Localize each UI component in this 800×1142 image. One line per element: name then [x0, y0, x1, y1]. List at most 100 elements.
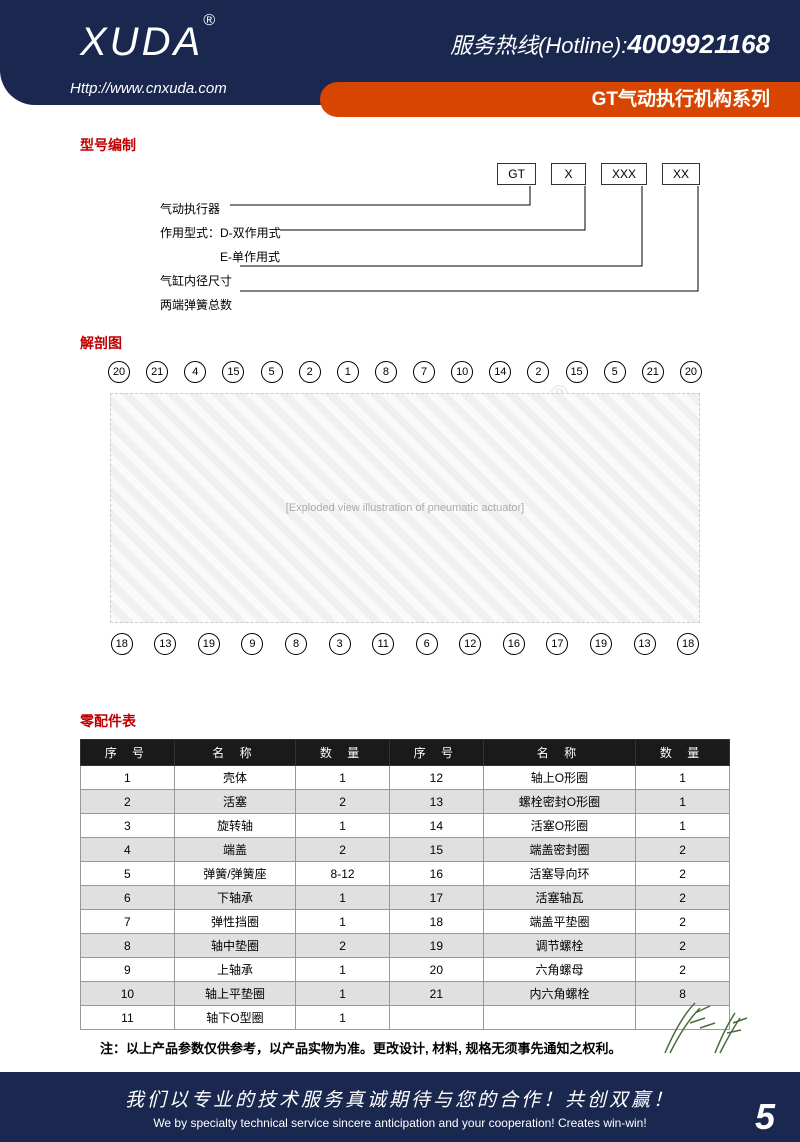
- main-content: 型号编制 GT X XXX XX 气动执行器 作用型式：D-双作用式 E-单作用…: [0, 135, 800, 1057]
- footer-text-cn: 我们以专业的技术服务真诚期待与您的合作！共创双赢！: [20, 1080, 780, 1112]
- table-cell: 活塞导向环: [483, 862, 635, 886]
- table-cell: 活塞轴瓦: [483, 886, 635, 910]
- callout-bubble: 8: [375, 361, 397, 383]
- callout-bubble: 12: [459, 633, 481, 655]
- callout-bubble: 9: [241, 633, 263, 655]
- callout-bubble: 2: [527, 361, 549, 383]
- page-footer: 我们以专业的技术服务真诚期待与您的合作！共创双赢！ We by specialt…: [0, 1072, 800, 1142]
- url-link[interactable]: www.cnxuda.com: [110, 80, 227, 97]
- table-cell: 13: [389, 790, 483, 814]
- table-cell: 15: [389, 838, 483, 862]
- logo-text: XUDA: [80, 20, 203, 64]
- table-cell: 弹簧/弹簧座: [174, 862, 295, 886]
- series-banner: GT气动执行机构系列: [320, 82, 800, 117]
- table-cell: 轴上O形圈: [483, 766, 635, 790]
- table-cell: 20: [389, 958, 483, 982]
- parts-table-body: 1壳体112轴上O形圈12活塞213螺栓密封O形圈13旋转轴114活塞O形圈14…: [81, 766, 730, 1030]
- callout-bubble: 5: [261, 361, 283, 383]
- code-boxes-row: GT X XXX XX: [497, 163, 700, 185]
- code-box: XXX: [601, 163, 647, 185]
- code-box: XX: [662, 163, 700, 185]
- table-cell: 壳体: [174, 766, 295, 790]
- callout-bubble: 10: [451, 361, 473, 383]
- page-number: 5: [755, 1096, 775, 1138]
- diagram-placeholder: 202141552187101421552120 [Exploded view …: [80, 361, 730, 701]
- table-cell: 1: [81, 766, 175, 790]
- table-header-cell: 名 称: [483, 740, 635, 766]
- table-cell: 2: [636, 838, 730, 862]
- table-cell: 14: [389, 814, 483, 838]
- table-cell: 上轴承: [174, 958, 295, 982]
- table-cell: 活塞O形圈: [483, 814, 635, 838]
- table-cell: 5: [81, 862, 175, 886]
- callout-bubble: 2: [299, 361, 321, 383]
- table-cell: 端盖平垫圈: [483, 910, 635, 934]
- table-cell: 1: [296, 886, 390, 910]
- callout-bubble: 4: [184, 361, 206, 383]
- table-cell: 2: [81, 790, 175, 814]
- model-code-diagram: GT X XXX XX 气动执行器 作用型式：D-双作用式 E-单作用式 气缸内…: [80, 163, 730, 323]
- table-row: 4端盖215端盖密封圈2: [81, 838, 730, 862]
- table-cell: 6: [81, 886, 175, 910]
- table-cell: 8: [81, 934, 175, 958]
- parts-table: 序 号名 称数 量序 号名 称数 量 1壳体112轴上O形圈12活塞213螺栓密…: [80, 739, 730, 1030]
- table-cell: 内六角螺栓: [483, 982, 635, 1006]
- table-cell: 2: [636, 934, 730, 958]
- table-cell: 轴上平垫圈: [174, 982, 295, 1006]
- table-cell: [483, 1006, 635, 1030]
- callout-bubble: 1: [337, 361, 359, 383]
- website-url: Http://www.cnxuda.com: [70, 80, 227, 97]
- table-cell: 端盖密封圈: [483, 838, 635, 862]
- section-title-parts: 零配件表: [80, 711, 730, 731]
- bamboo-decoration: [655, 998, 755, 1058]
- table-cell: 1: [296, 814, 390, 838]
- table-header-cell: 序 号: [81, 740, 175, 766]
- callout-bubble: 16: [503, 633, 525, 655]
- table-cell: 轴下O型圈: [174, 1006, 295, 1030]
- table-cell: 9: [81, 958, 175, 982]
- table-cell: 2: [296, 838, 390, 862]
- table-cell: 17: [389, 886, 483, 910]
- table-row: 1壳体112轴上O形圈1: [81, 766, 730, 790]
- table-cell: 1: [636, 766, 730, 790]
- callout-bubble: 6: [416, 633, 438, 655]
- table-header-cell: 数 量: [296, 740, 390, 766]
- table-cell: 六角螺母: [483, 958, 635, 982]
- table-cell: 1: [296, 958, 390, 982]
- table-cell: 调节螺栓: [483, 934, 635, 958]
- table-cell: 螺栓密封O形圈: [483, 790, 635, 814]
- table-header-cell: 名 称: [174, 740, 295, 766]
- anatomy-diagram: SZXUDA® 202141552187101421552120 [Explod…: [80, 361, 730, 701]
- table-row: 8轴中垫圈219调节螺栓2: [81, 934, 730, 958]
- table-cell: 活塞: [174, 790, 295, 814]
- table-cell: 7: [81, 910, 175, 934]
- code-label: 作用型式：D-双作用式: [160, 222, 281, 244]
- code-labels: 气动执行器 作用型式：D-双作用式 E-单作用式 气缸内径尺寸 两端弹簧总数: [160, 198, 281, 318]
- table-cell: 1: [296, 910, 390, 934]
- table-row: 6下轴承117活塞轴瓦2: [81, 886, 730, 910]
- table-row: 9上轴承120六角螺母2: [81, 958, 730, 982]
- table-cell: 端盖: [174, 838, 295, 862]
- table-cell: 11: [81, 1006, 175, 1030]
- table-cell: 1: [296, 1006, 390, 1030]
- callout-bubble: 21: [642, 361, 664, 383]
- table-row: 10轴上平垫圈121内六角螺栓8: [81, 982, 730, 1006]
- table-row: 11轴下O型圈1: [81, 1006, 730, 1030]
- callout-bubble: 11: [372, 633, 394, 655]
- table-header-row: 序 号名 称数 量序 号名 称数 量: [81, 740, 730, 766]
- callout-bubble: 13: [154, 633, 176, 655]
- callout-bubble: 14: [489, 361, 511, 383]
- table-cell: 2: [296, 790, 390, 814]
- callout-bubble: 18: [111, 633, 133, 655]
- table-cell: 16: [389, 862, 483, 886]
- table-header-cell: 序 号: [389, 740, 483, 766]
- callout-bubble: 18: [677, 633, 699, 655]
- callout-bubble: 20: [680, 361, 702, 383]
- table-cell: 3: [81, 814, 175, 838]
- table-header-cell: 数 量: [636, 740, 730, 766]
- table-cell: 2: [636, 886, 730, 910]
- section-title-anatomy: 解剖图: [80, 333, 730, 353]
- table-row: 7弹性挡圈118端盖平垫圈2: [81, 910, 730, 934]
- callout-row-bottom: 181319983116121617191318: [80, 633, 730, 655]
- table-cell: 2: [636, 958, 730, 982]
